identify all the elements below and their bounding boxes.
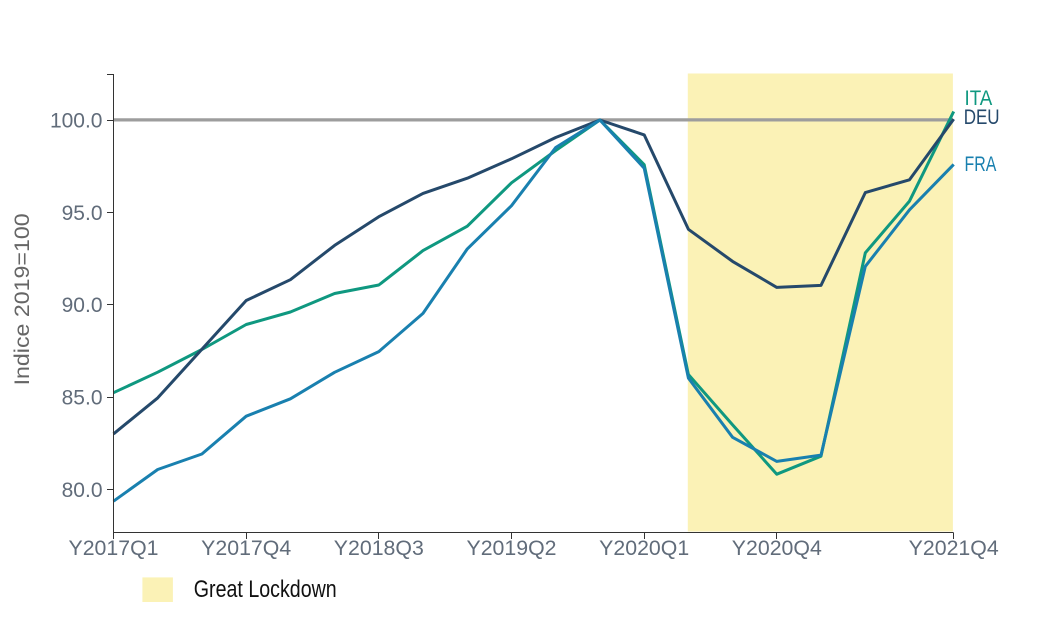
- svg-text:DEU: DEU: [964, 106, 1000, 129]
- svg-text:80.0: 80.0: [62, 479, 103, 502]
- svg-text:Y2021Q4: Y2021Q4: [909, 537, 999, 560]
- svg-text:95.0: 95.0: [62, 202, 103, 225]
- svg-text:90.0: 90.0: [62, 294, 103, 317]
- svg-text:100.0: 100.0: [50, 109, 103, 132]
- svg-text:Y2017Q1: Y2017Q1: [69, 537, 159, 560]
- svg-text:Y2019Q2: Y2019Q2: [467, 537, 557, 560]
- svg-text:FRA: FRA: [965, 153, 997, 176]
- svg-text:Y2018Q3: Y2018Q3: [334, 537, 424, 560]
- svg-text:Y2017Q4: Y2017Q4: [201, 537, 291, 560]
- svg-text:Y2020Q4: Y2020Q4: [732, 537, 822, 560]
- svg-text:85.0: 85.0: [62, 387, 103, 410]
- svg-text:ITA: ITA: [965, 87, 993, 110]
- svg-text:Great Lockdown: Great Lockdown: [194, 576, 337, 603]
- svg-text:Y2020Q1: Y2020Q1: [599, 537, 689, 560]
- svg-text:Indice 2019=100: Indice 2019=100: [11, 213, 34, 385]
